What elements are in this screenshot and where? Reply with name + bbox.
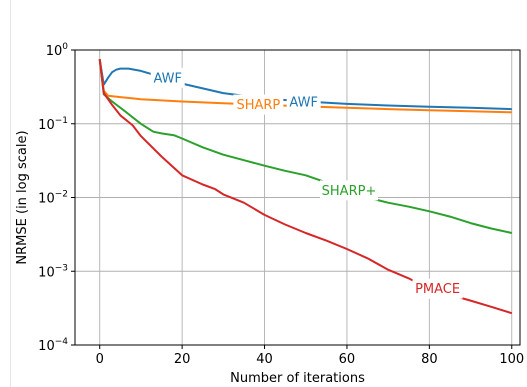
y-tick-label: 10−2	[38, 190, 68, 207]
series-label-awf: AWF	[289, 96, 318, 111]
series-label-sharp: SHARP	[236, 98, 280, 113]
x-tick-label: 40	[256, 352, 273, 367]
x-axis-ticks: 0 20 40 60 80 100	[96, 345, 524, 367]
series-label-background	[286, 92, 321, 113]
x-tick-label: 80	[421, 352, 438, 367]
series-line-sharp	[98, 59, 513, 234]
series-label-background	[233, 94, 284, 115]
x-tick-label: 20	[174, 352, 191, 367]
x-tick-label: 0	[96, 352, 104, 367]
inline-series-labels: AWF AWF SHARP SHARP+ PMACE	[150, 67, 463, 299]
series-label-background	[412, 278, 463, 299]
left-edge-divider	[10, 0, 11, 387]
series-label-background	[320, 180, 379, 201]
series-label-awf: AWF	[153, 71, 182, 86]
y-axis-label: NRMSE (in log scale)	[15, 130, 30, 264]
x-axis-label: Number of iterations	[230, 371, 365, 386]
series-label-sharp: SHARP+	[322, 184, 377, 199]
series-label-pmace: PMACE	[415, 282, 460, 297]
y-tick-label: 10−1	[38, 116, 68, 133]
x-tick-label: 100	[499, 352, 524, 367]
y-tick-label: 10−3	[38, 263, 68, 280]
x-tick-label: 60	[339, 352, 356, 367]
y-tick-label: 100	[46, 42, 69, 59]
series-label-background	[150, 67, 185, 88]
y-axis-ticks: 10−4 10−3 10−2 10−1 100	[38, 42, 75, 354]
y-tick-label: 10−4	[38, 337, 68, 354]
